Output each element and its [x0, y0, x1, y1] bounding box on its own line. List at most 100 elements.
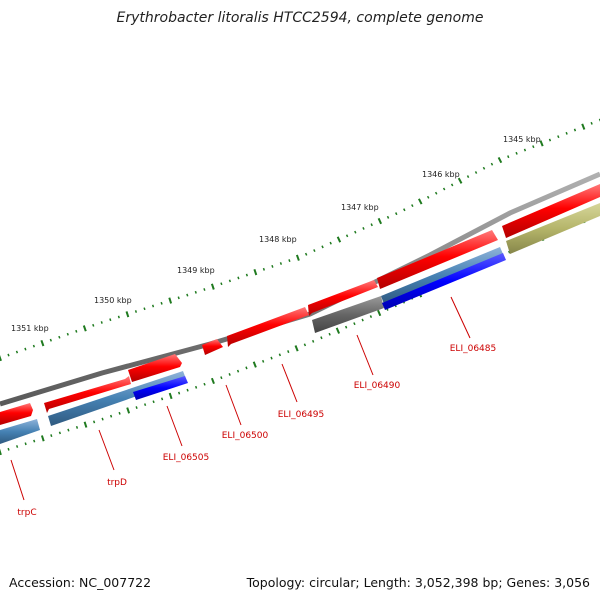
- major-tick: [539, 140, 544, 147]
- minor-tick: [279, 262, 283, 265]
- major-tick: [210, 377, 215, 385]
- minor-tick: [237, 276, 240, 280]
- major-tick: [40, 435, 45, 442]
- leader-trpD: [98, 429, 115, 471]
- minor-tick: [262, 359, 265, 363]
- scale-label-1351: 1351 kbp: [11, 324, 49, 333]
- gene-label-ELI_06495[interactable]: ELI_06495: [278, 410, 325, 420]
- leader-trpC: [10, 459, 25, 501]
- major-tick: [418, 198, 423, 205]
- scale-label-1345: 1345 kbp: [503, 135, 541, 144]
- leader-ELI_06490: [356, 334, 374, 376]
- minor-tick: [33, 439, 36, 443]
- accession-text: Accession: NC_007722: [9, 575, 152, 590]
- minor-tick: [303, 343, 307, 347]
- major-tick: [457, 177, 463, 184]
- feature-block-olive[interactable]: [506, 203, 600, 254]
- leader-ELI_06485: [450, 296, 471, 339]
- minor-tick: [135, 406, 138, 409]
- minor-tick: [523, 148, 527, 152]
- gene-leaders: [10, 296, 471, 501]
- minor-tick: [288, 259, 291, 263]
- leader-ELI_06495: [281, 363, 298, 403]
- major-tick: [0, 448, 2, 456]
- minor-tick: [24, 347, 27, 351]
- cds-arrow[interactable]: [202, 339, 223, 355]
- cds-arrow[interactable]: [377, 230, 498, 289]
- feature-block-steel[interactable]: [381, 247, 503, 304]
- cds-arrow[interactable]: [308, 280, 378, 316]
- minor-tick: [354, 230, 357, 234]
- minor-tick: [312, 339, 315, 343]
- major-tick: [40, 339, 45, 347]
- minor-tick: [75, 425, 79, 429]
- minor-tick: [345, 325, 348, 329]
- cds-forward-track: [0, 184, 600, 425]
- minor-tick: [143, 307, 146, 311]
- genome-backbone: [0, 171, 600, 407]
- minor-tick: [466, 175, 470, 179]
- minor-tick: [194, 290, 197, 294]
- minor-tick: [228, 279, 232, 283]
- feature-track-2: [0, 203, 600, 444]
- minor-tick: [245, 366, 248, 370]
- gene-label-ELI_06505[interactable]: ELI_06505: [163, 453, 210, 463]
- feature-block-gray[interactable]: [312, 296, 384, 333]
- cds-arrow[interactable]: [0, 403, 33, 425]
- minor-tick: [109, 414, 113, 418]
- major-tick: [126, 407, 131, 414]
- minor-tick: [490, 162, 494, 166]
- minor-tick: [152, 400, 155, 404]
- minor-tick: [345, 234, 349, 238]
- minor-tick: [117, 315, 120, 319]
- major-tick: [377, 217, 383, 225]
- gene-label-ELI_06485[interactable]: ELI_06485: [450, 344, 497, 354]
- minor-tick: [67, 428, 70, 432]
- minor-tick: [15, 350, 19, 354]
- feature-block-steel[interactable]: [0, 419, 40, 444]
- major-tick: [253, 268, 258, 276]
- feature-block-blue[interactable]: [382, 253, 506, 310]
- major-tick: [82, 325, 87, 332]
- minor-tick: [515, 151, 518, 155]
- minor-tick: [403, 208, 406, 212]
- minor-tick: [186, 388, 189, 392]
- cds-arrow[interactable]: [227, 307, 309, 347]
- minor-tick: [109, 318, 112, 322]
- gene-label-trpD[interactable]: trpD: [107, 478, 127, 488]
- minor-tick: [573, 128, 577, 132]
- minor-tick: [548, 138, 552, 142]
- gene-label-trpC[interactable]: trpC: [17, 508, 36, 518]
- major-tick: [252, 361, 257, 368]
- minor-tick: [482, 166, 486, 170]
- feature-block-steel[interactable]: [48, 371, 186, 426]
- major-tick: [294, 345, 299, 352]
- minor-tick: [50, 434, 53, 438]
- minor-tick: [590, 121, 593, 125]
- minor-tick: [92, 323, 95, 327]
- cds-arrow[interactable]: [502, 184, 600, 238]
- feature-block-blue[interactable]: [133, 376, 188, 400]
- minor-tick: [49, 338, 53, 342]
- minor-tick: [271, 264, 274, 268]
- major-tick: [83, 421, 88, 428]
- minor-tick: [194, 385, 198, 389]
- gene-label-ELI_06490[interactable]: ELI_06490: [354, 381, 401, 391]
- minor-tick: [143, 403, 147, 407]
- minor-tick: [370, 223, 373, 227]
- minor-tick: [369, 315, 373, 318]
- minor-tick: [151, 304, 155, 308]
- major-tick: [497, 156, 503, 164]
- gene-label-ELI_06500[interactable]: ELI_06500: [222, 431, 269, 441]
- cds-arrow[interactable]: [44, 376, 131, 413]
- minor-tick: [507, 155, 510, 159]
- minor-tick: [32, 344, 36, 348]
- minor-tick: [320, 336, 323, 340]
- minor-tick: [177, 391, 181, 395]
- minor-tick: [278, 353, 281, 357]
- minor-tick: [15, 445, 19, 448]
- minor-tick: [395, 212, 398, 216]
- scale-label-1350: 1350 kbp: [94, 296, 132, 305]
- cds-arrow[interactable]: [128, 354, 182, 382]
- scale-label-1347: 1347 kbp: [341, 203, 379, 212]
